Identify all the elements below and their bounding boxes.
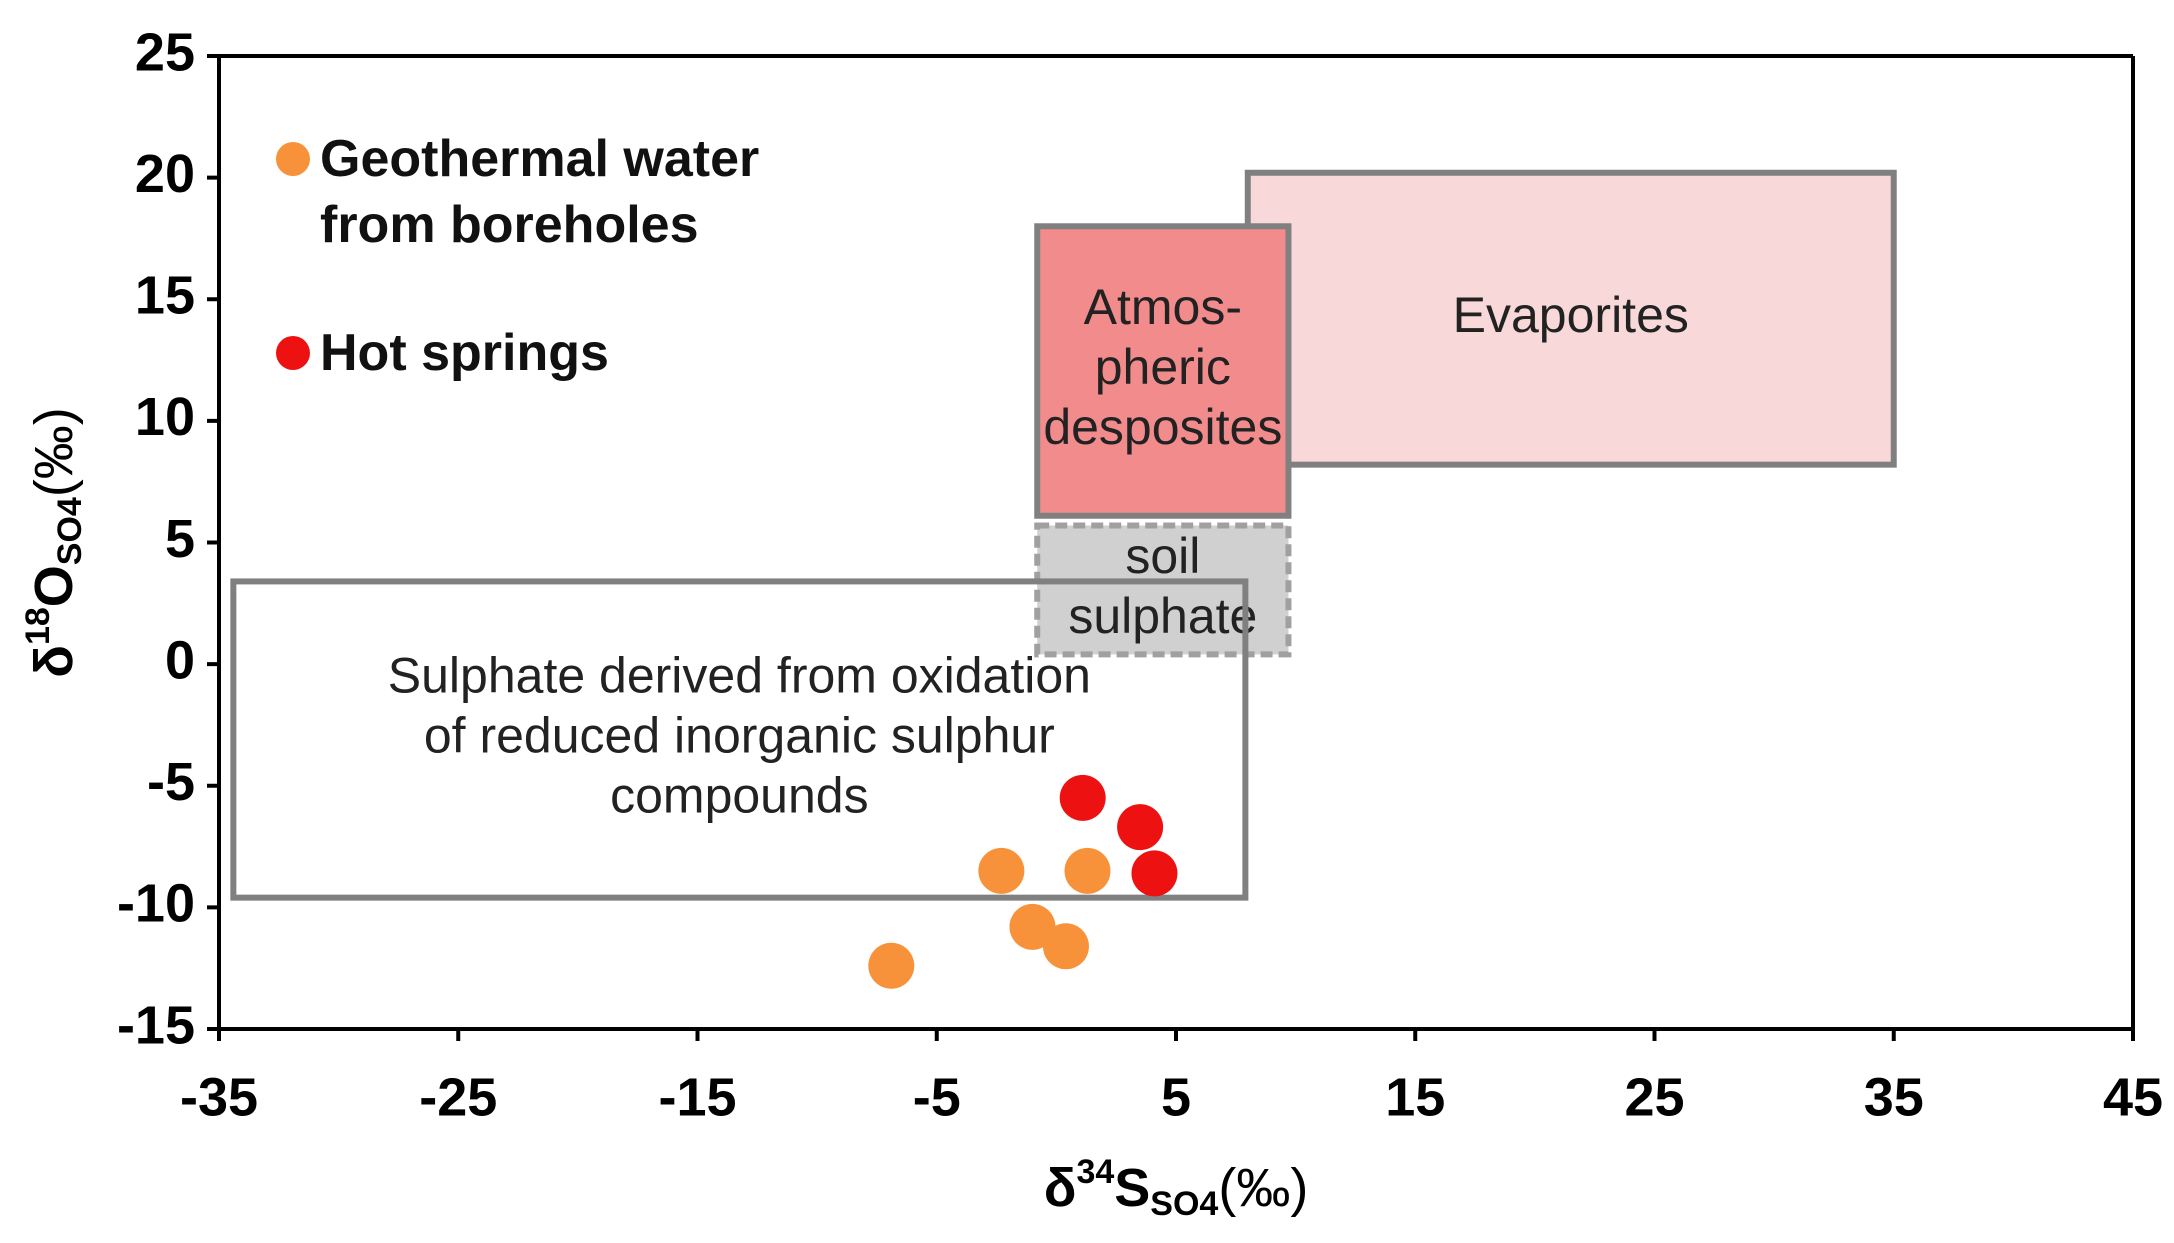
data-point <box>868 942 915 989</box>
region-label: soil <box>1125 528 1200 584</box>
region-box <box>230 578 1249 901</box>
data-point <box>1064 847 1111 894</box>
y-tick-label: 10 <box>135 387 195 447</box>
x-tick-label: 5 <box>1161 1067 1191 1127</box>
data-point <box>1042 923 1089 970</box>
axis-label-sub: SO4 <box>51 497 89 565</box>
data-point <box>1131 850 1178 897</box>
region-label: compounds <box>610 768 869 824</box>
x_label-title: δ34SSO4(‰) <box>1044 1153 1309 1223</box>
data-point <box>978 847 1025 894</box>
axis-label-part: O <box>24 565 84 607</box>
x-tick-label: 25 <box>1624 1067 1684 1127</box>
region-label: pheric <box>1095 339 1231 395</box>
x-tick-label: 15 <box>1385 1067 1445 1127</box>
legend-label: Geothermal water from boreholes <box>320 130 760 254</box>
x-tick-label: -15 <box>658 1067 736 1127</box>
y-tick-label: 0 <box>165 630 195 690</box>
region-box <box>1034 223 1292 519</box>
x-tick-label: 35 <box>1864 1067 1924 1127</box>
region-box <box>1244 169 1897 468</box>
axis-label-part: S <box>1114 1158 1150 1218</box>
axis-label-part: δ <box>24 645 84 678</box>
y-tick-label: 25 <box>135 22 195 82</box>
y-tick-label: 5 <box>165 509 195 569</box>
y-tick-label: -5 <box>147 752 195 812</box>
region-label: sulphate <box>1068 588 1257 644</box>
axis-label-part: (‰) <box>1218 1158 1308 1218</box>
region-label: of reduced inorganic sulphur <box>424 708 1055 764</box>
axis-label-sup: 18 <box>19 607 57 645</box>
y-tick-label: -10 <box>117 874 195 934</box>
y-tick-label: 15 <box>135 266 195 326</box>
legend-marker <box>276 142 310 176</box>
data-point <box>1059 774 1106 821</box>
x-tick-label: -5 <box>913 1067 961 1127</box>
y-tick-label: -15 <box>117 995 195 1055</box>
x-tick-label: -25 <box>419 1067 497 1127</box>
x-tick-label: -35 <box>180 1067 258 1127</box>
region-label: Atmos- <box>1084 279 1242 335</box>
region-label: Evaporites <box>1453 287 1689 343</box>
legend-marker <box>276 336 310 370</box>
y_label-title: δ18OSO4(‰) <box>19 407 89 678</box>
data-point <box>1117 804 1164 851</box>
axis-label-sup: 34 <box>1076 1153 1114 1191</box>
region-label: Sulphate derived from oxidation <box>388 648 1091 704</box>
x-tick-label: 45 <box>2103 1067 2163 1127</box>
y-tick-label: 20 <box>135 144 195 204</box>
axis-label-part: (‰) <box>24 407 84 497</box>
region-label: desposites <box>1043 399 1282 455</box>
data-point <box>1009 903 1056 950</box>
axis-label-part: δ <box>1044 1158 1077 1218</box>
axis-label-sub: SO4 <box>1150 1185 1218 1223</box>
legend-label: Hot springs <box>320 324 609 382</box>
